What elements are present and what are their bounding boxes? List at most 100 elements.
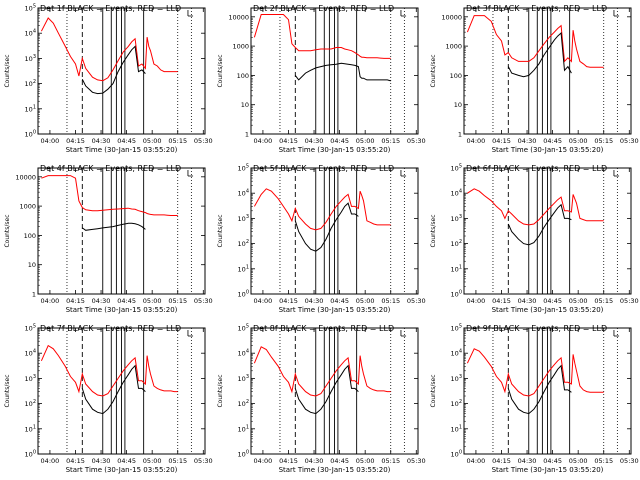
lld-line <box>467 188 604 226</box>
x-tick-label: 04:15 <box>66 137 85 145</box>
x-tick-label: 04:45 <box>117 297 136 305</box>
y-tick-label: 100 <box>238 290 249 299</box>
x-tick-label: 04:30 <box>305 457 324 465</box>
y-axis-label: Counts/sec <box>217 374 224 407</box>
x-tick-label: 04:15 <box>492 297 511 305</box>
y-tick-label: 103 <box>451 374 462 383</box>
x-tick-label: 04:15 <box>279 137 298 145</box>
x-tick-label: 04:30 <box>518 457 537 465</box>
y-tick-label: 102 <box>25 399 36 408</box>
panel-title: Det 8f BLACK = Events, RED = LLD <box>253 324 394 333</box>
x-tick-label: 04:45 <box>330 137 349 145</box>
x-tick-label: 05:00 <box>569 297 588 305</box>
events-line <box>81 364 146 415</box>
panel-det-9f: Det 9f BLACK = Events, RED = LLD Counts/s… <box>430 324 639 475</box>
y-tick-label: 103 <box>25 374 36 383</box>
y-tick-label: 104 <box>451 349 462 358</box>
panel-det-8f: Det 8f BLACK = Events, RED = LLD Counts/s… <box>217 324 426 475</box>
panel-title: Det 4f BLACK = Events, RED = LLD <box>40 164 181 173</box>
x-tick-label: 05:30 <box>407 457 426 465</box>
x-tick-label: 04:30 <box>92 457 111 465</box>
y-tick-label: 100 <box>451 450 462 459</box>
lld-line <box>41 175 178 216</box>
panel-det-7f: Det 7f BLACK = Events, RED = LLD Counts/s… <box>4 324 213 475</box>
y-axis-label: Counts/sec <box>4 214 11 247</box>
x-tick-label: 04:15 <box>492 457 511 465</box>
x-axis-label: Start Time (30-Jan-15 03:55:20) <box>66 466 178 474</box>
x-tick-label: 05:00 <box>569 457 588 465</box>
y-axis-label: Counts/sec <box>430 54 437 87</box>
x-axis-label: Start Time (30-Jan-15 03:55:20) <box>492 306 604 314</box>
x-tick-label: 05:15 <box>594 457 613 465</box>
x-tick-label: 04:15 <box>66 297 85 305</box>
y-tick-label: 105 <box>25 324 36 333</box>
x-tick-label: 04:15 <box>66 457 85 465</box>
x-axis-label: Start Time (30-Jan-15 03:55:20) <box>492 146 604 154</box>
y-axis-label: Counts/sec <box>217 54 224 87</box>
x-tick-label: 04:30 <box>92 297 111 305</box>
y-tick-label: 1000 <box>445 43 462 51</box>
x-tick-label: 04:30 <box>518 137 537 145</box>
events-line <box>294 202 359 252</box>
x-tick-label: 05:30 <box>194 137 213 145</box>
x-tick-label: 04:00 <box>467 297 486 305</box>
panel-title: Det 1f BLACK = Events, RED = LLD <box>40 4 181 13</box>
x-tick-label: 05:00 <box>143 297 162 305</box>
y-tick-label: 103 <box>451 214 462 223</box>
x-tick-label: 04:30 <box>518 297 537 305</box>
panel-title: Det 3f BLACK = Events, RED = LLD <box>466 4 607 13</box>
y-tick-label: 10000 <box>441 13 462 21</box>
events-line <box>81 45 146 95</box>
events-line <box>82 222 146 231</box>
y-tick-label: 105 <box>238 324 249 333</box>
x-tick-label: 04:00 <box>254 457 273 465</box>
y-tick-label: 100 <box>451 290 462 299</box>
panel-det-6f: Det 6f BLACK = Events, RED = LLD Counts/s… <box>430 164 639 315</box>
y-tick-label: 103 <box>238 374 249 383</box>
x-tick-label: 04:15 <box>279 297 298 305</box>
x-tick-label: 04:45 <box>543 137 562 145</box>
y-tick-label: 104 <box>238 349 249 358</box>
x-tick-label: 04:45 <box>330 457 349 465</box>
lld-line <box>253 14 391 59</box>
x-tick-label: 04:45 <box>330 297 349 305</box>
x-tick-label: 05:30 <box>407 137 426 145</box>
x-tick-label: 05:15 <box>381 457 400 465</box>
events-line <box>294 62 391 82</box>
x-axis-label: Start Time (30-Jan-15 03:55:20) <box>66 306 178 314</box>
panel-title: Det 2f BLACK = Events, RED = LLD <box>253 4 394 13</box>
y-tick-label: 105 <box>25 4 36 13</box>
y-tick-label: 10 <box>28 261 36 269</box>
events-line <box>507 203 572 246</box>
x-tick-label: 04:45 <box>543 457 562 465</box>
x-tick-label: 05:15 <box>381 137 400 145</box>
panel-det-4f: Det 4f BLACK = Events, RED = LLD Counts/s… <box>4 164 213 314</box>
y-tick-label: 101 <box>451 424 462 433</box>
x-axis-label: Start Time (30-Jan-15 03:55:20) <box>66 146 178 154</box>
lld-line <box>40 17 178 82</box>
x-tick-label: 05:15 <box>381 297 400 305</box>
x-tick-label: 04:00 <box>254 137 273 145</box>
panel-det-5f: Det 5f BLACK = Events, RED = LLD Counts/s… <box>217 164 426 315</box>
y-tick-label: 102 <box>238 399 249 408</box>
y-tick-label: 1000 <box>19 203 36 211</box>
x-tick-label: 04:00 <box>41 297 60 305</box>
y-tick-label: 100 <box>238 450 249 459</box>
lld-line <box>253 346 391 397</box>
x-tick-label: 05:00 <box>569 137 588 145</box>
y-tick-label: 10000 <box>228 13 249 21</box>
y-tick-label: 104 <box>25 349 36 358</box>
y-tick-label: 101 <box>238 264 249 273</box>
x-axis-label: Start Time (30-Jan-15 03:55:20) <box>279 306 391 314</box>
x-tick-label: 04:00 <box>41 137 60 145</box>
y-tick-label: 103 <box>25 54 36 63</box>
x-tick-label: 04:00 <box>467 137 486 145</box>
x-tick-label: 05:00 <box>356 137 375 145</box>
y-axis-label: Counts/sec <box>4 54 11 87</box>
x-axis-label: Start Time (30-Jan-15 03:55:20) <box>279 466 391 474</box>
panel-title: Det 9f BLACK = Events, RED = LLD <box>466 324 607 333</box>
panel-det-1f: Det 1f BLACK = Events, RED = LLD Counts/s… <box>4 4 213 155</box>
x-axis-label: Start Time (30-Jan-15 03:55:20) <box>492 466 604 474</box>
y-tick-label: 100 <box>25 130 36 139</box>
